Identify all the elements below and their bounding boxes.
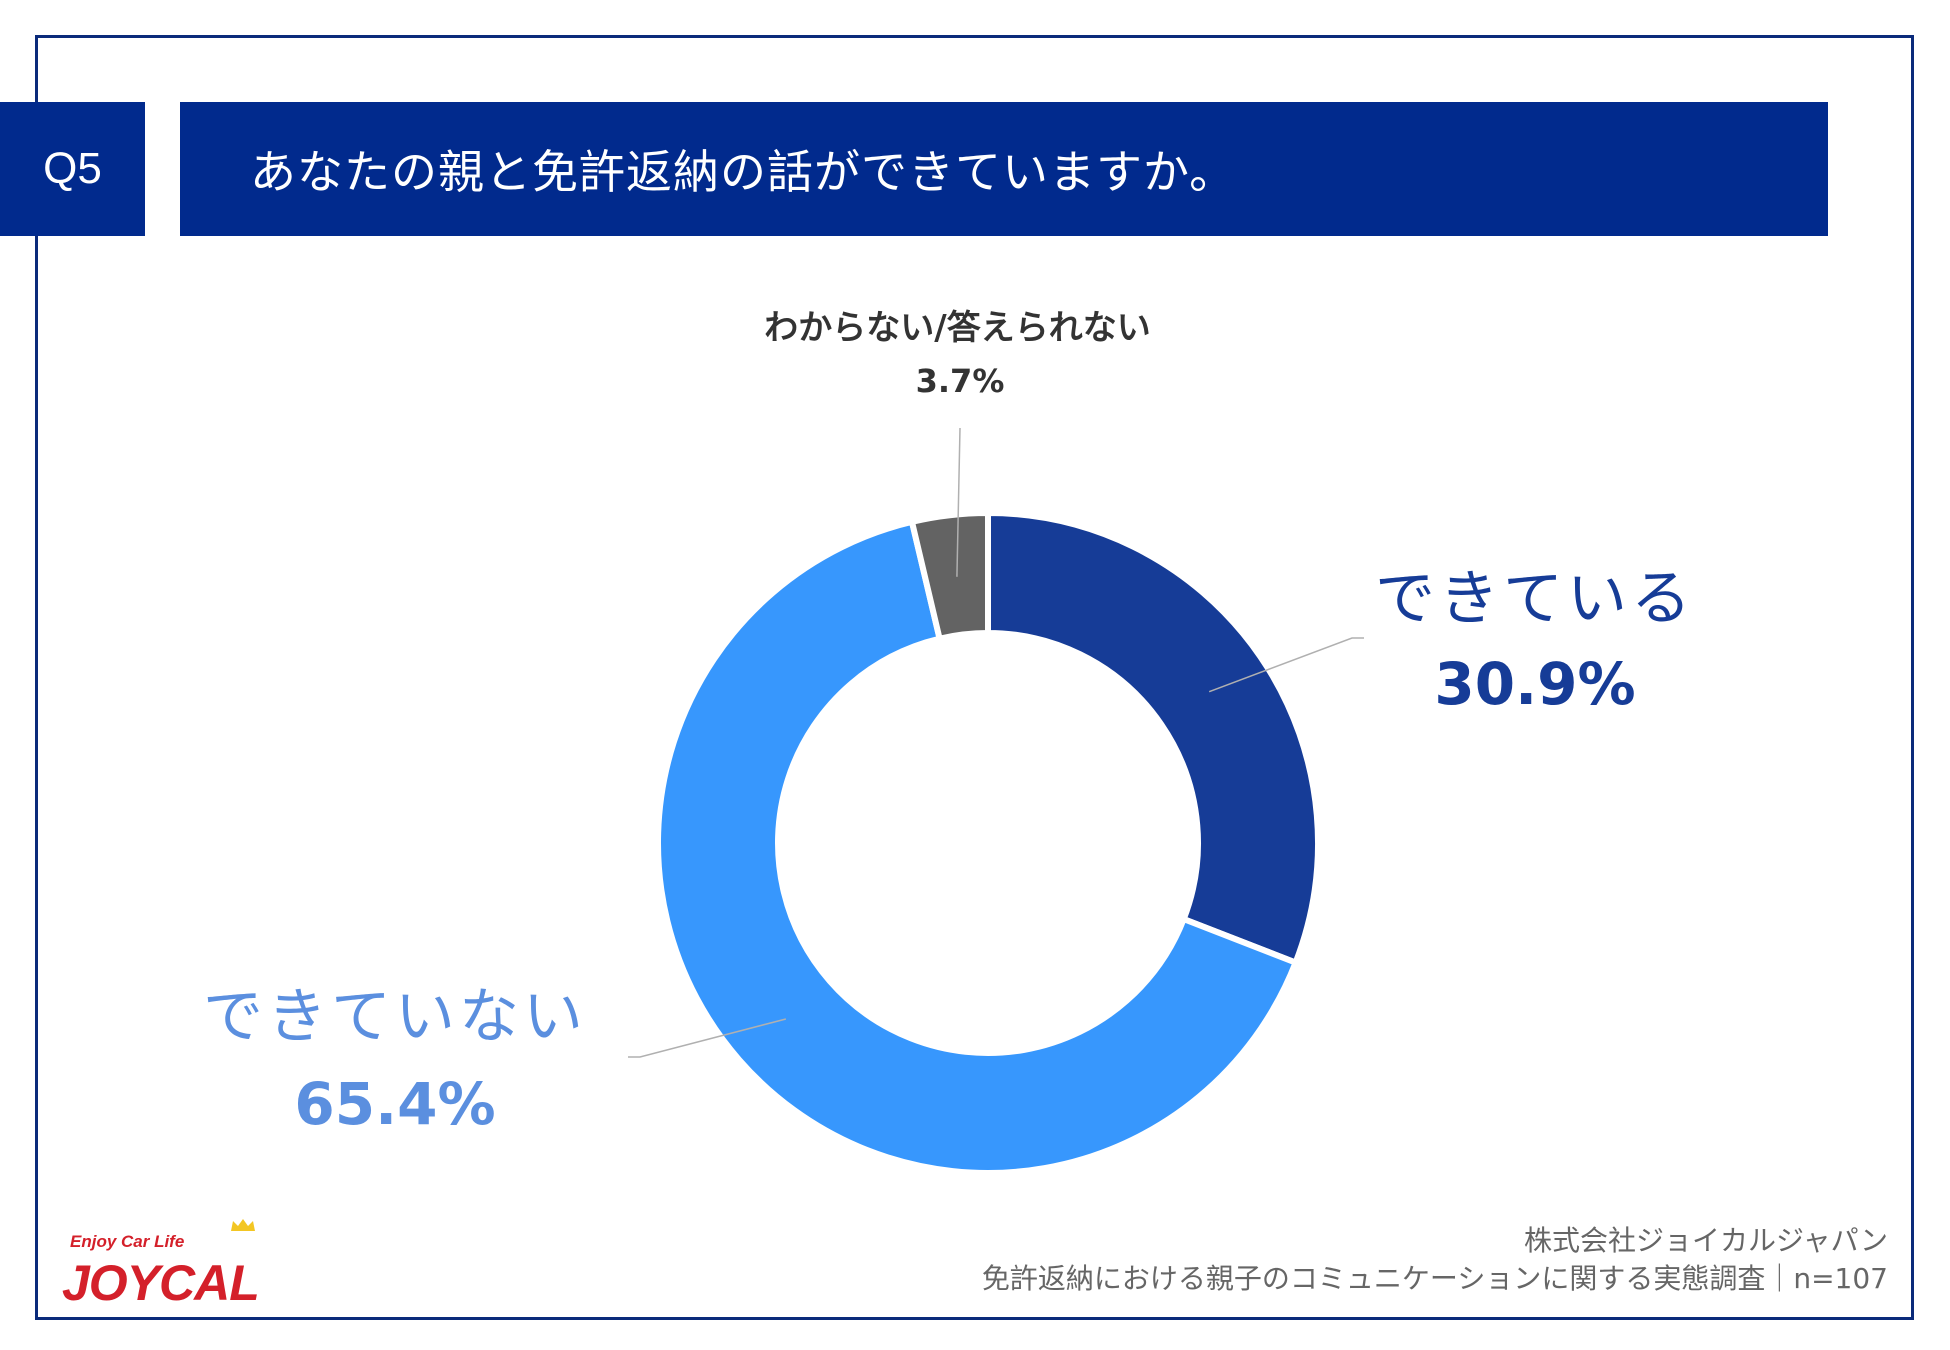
donut-slice-no [655,518,1300,1176]
leader-line-no [628,1018,787,1058]
slice-value-unknown: 3.7% [915,362,1005,400]
leader-line-yes [1208,637,1364,693]
slice-label-no: できていない [203,982,587,1052]
logo-wordmark: JOYCAL [62,1255,260,1311]
footer: 株式会社ジョイカルジャパン 免許返納における親子のコミュニケーションに関する実態… [982,1222,1888,1298]
donut-slice-yes [985,509,1321,967]
leader-line-unknown [956,427,961,577]
footer-company: 株式会社ジョイカルジャパン [1523,1224,1888,1257]
slide-frame [35,35,1914,1320]
title-bar: あなたの親と免許返納の話ができていますか。 [180,102,1828,236]
question-badge: Q5 [0,102,145,236]
crown-icon [231,1219,255,1231]
slice-value-yes: 30.9% [1434,650,1636,718]
question-title: あなたの親と免許返納の話ができていますか。 [250,145,1237,199]
footer-survey: 免許返納における親子のコミュニケーションに関する実態調査｜n=107 [981,1262,1888,1295]
slice-label-unknown: わからない/答えられない [764,308,1151,348]
donut-slice-unknown [908,509,991,643]
slice-value-no: 65.4% [294,1070,496,1138]
slice-label-yes: できている [1375,564,1695,634]
joycal-logo: Enjoy Car Life JOYCAL [62,1218,322,1311]
logo-tagline: Enjoy Car Life [70,1232,185,1251]
